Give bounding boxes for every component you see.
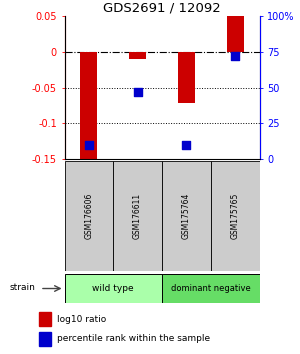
Text: log10 ratio: log10 ratio <box>57 315 106 324</box>
Text: GSM175765: GSM175765 <box>231 193 240 239</box>
Bar <box>80 52 98 161</box>
Point <box>233 53 238 59</box>
Text: GSM176606: GSM176606 <box>84 193 93 239</box>
Bar <box>226 16 244 52</box>
Point <box>135 89 140 95</box>
Text: dominant negative: dominant negative <box>171 284 250 293</box>
Point <box>86 142 91 148</box>
Bar <box>64 161 113 271</box>
Text: percentile rank within the sample: percentile rank within the sample <box>57 335 210 343</box>
Bar <box>211 161 260 271</box>
Bar <box>178 52 195 103</box>
Bar <box>162 161 211 271</box>
Text: GSM175764: GSM175764 <box>182 193 191 239</box>
Text: strain: strain <box>10 282 35 292</box>
Bar <box>113 161 162 271</box>
Text: GSM176611: GSM176611 <box>133 193 142 239</box>
Bar <box>64 274 162 303</box>
Bar <box>39 332 51 346</box>
Bar <box>39 312 51 326</box>
Point <box>184 142 189 148</box>
Title: GDS2691 / 12092: GDS2691 / 12092 <box>103 2 221 15</box>
Bar <box>129 52 146 59</box>
Bar <box>162 274 260 303</box>
Text: wild type: wild type <box>92 284 134 293</box>
